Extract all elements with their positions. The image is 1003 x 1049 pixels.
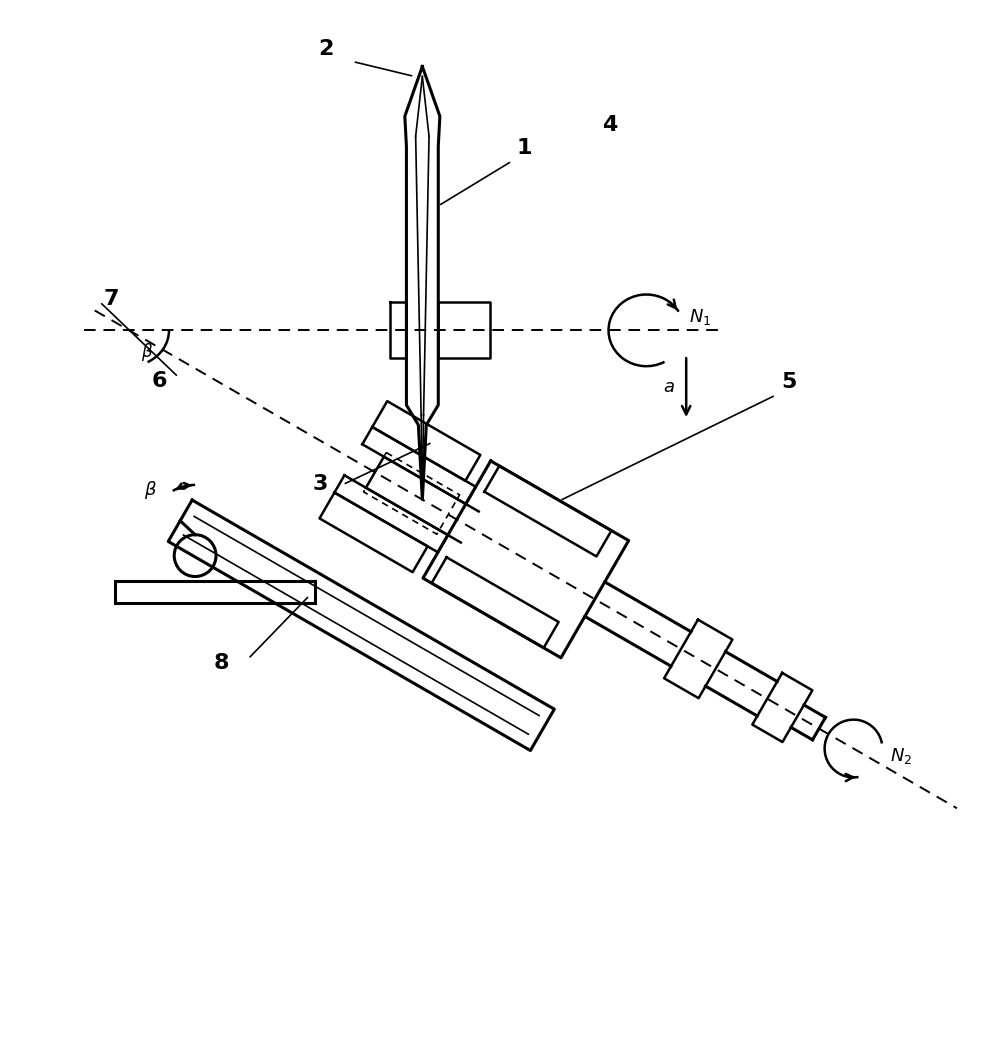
Text: 8: 8 xyxy=(213,652,229,672)
Text: $\beta$: $\beta$ xyxy=(140,341,153,363)
Text: $\beta$: $\beta$ xyxy=(143,479,156,500)
Text: 2: 2 xyxy=(318,39,333,59)
Text: $N_1$: $N_1$ xyxy=(688,307,711,327)
Text: $N_2$: $N_2$ xyxy=(889,746,911,766)
Text: 1: 1 xyxy=(517,138,532,158)
Text: 5: 5 xyxy=(780,372,795,392)
Text: $a$: $a$ xyxy=(663,378,675,397)
Text: 3: 3 xyxy=(313,474,328,494)
Text: 7: 7 xyxy=(103,290,119,309)
Text: 6: 6 xyxy=(151,371,166,391)
Text: 4: 4 xyxy=(601,115,616,135)
